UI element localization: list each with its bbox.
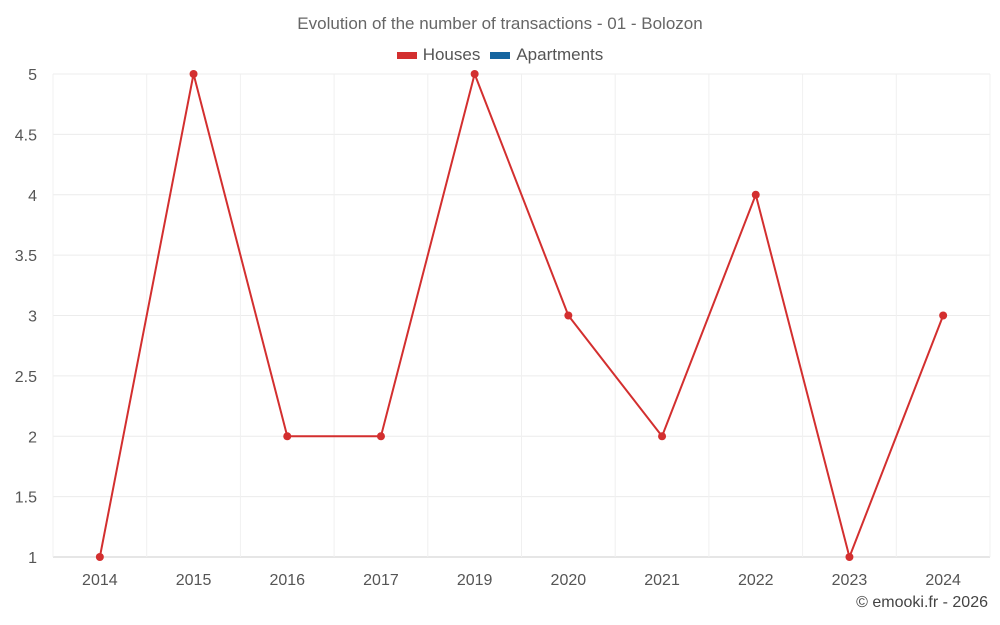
chart-title: Evolution of the number of transactions … [297,14,703,33]
x-tick-label: 2015 [176,572,212,589]
x-tick-label: 2020 [551,572,587,589]
data-point [376,432,385,441]
y-tick-label: 3.5 [15,248,37,265]
y-tick-label: 4 [28,188,37,205]
chart-legend: Houses Apartments [0,45,1000,65]
data-point [189,70,198,78]
y-tick-label: 1 [28,550,37,567]
y-tick-label: 5 [28,67,37,84]
data-point [95,553,104,561]
legend-label-apartments: Apartments [516,45,604,64]
copyright-credit: © emooki.fr - 2026 [856,594,988,611]
data-point [283,432,292,441]
y-tick-label: 1.5 [15,490,37,507]
y-tick-label: 2 [28,429,37,446]
y-tick-label: 3 [28,309,37,326]
data-point [845,553,854,561]
x-tick-label: 2021 [644,572,680,589]
x-tick-label: 2019 [457,572,493,589]
legend-swatch-apartments [490,51,511,59]
legend-swatch-houses [396,51,417,59]
x-tick-label: 2014 [82,572,118,589]
data-point [939,311,948,320]
data-point [658,432,667,441]
legend-item-houses[interactable]: Houses [396,45,481,65]
x-tick-label: 2022 [738,572,774,589]
data-point [751,190,760,199]
y-tick-label: 4.5 [15,127,37,144]
data-point [470,70,479,78]
y-tick-label: 2.5 [15,369,37,386]
x-tick-label: 2024 [925,572,961,589]
data-point [564,311,573,320]
series-line-houses [98,70,945,561]
legend-item-apartments[interactable]: Apartments [490,45,603,65]
x-tick-label: 2023 [832,572,868,589]
x-tick-label: 2017 [363,572,399,589]
x-tick-label: 2016 [269,572,305,589]
legend-label-houses: Houses [422,45,481,64]
